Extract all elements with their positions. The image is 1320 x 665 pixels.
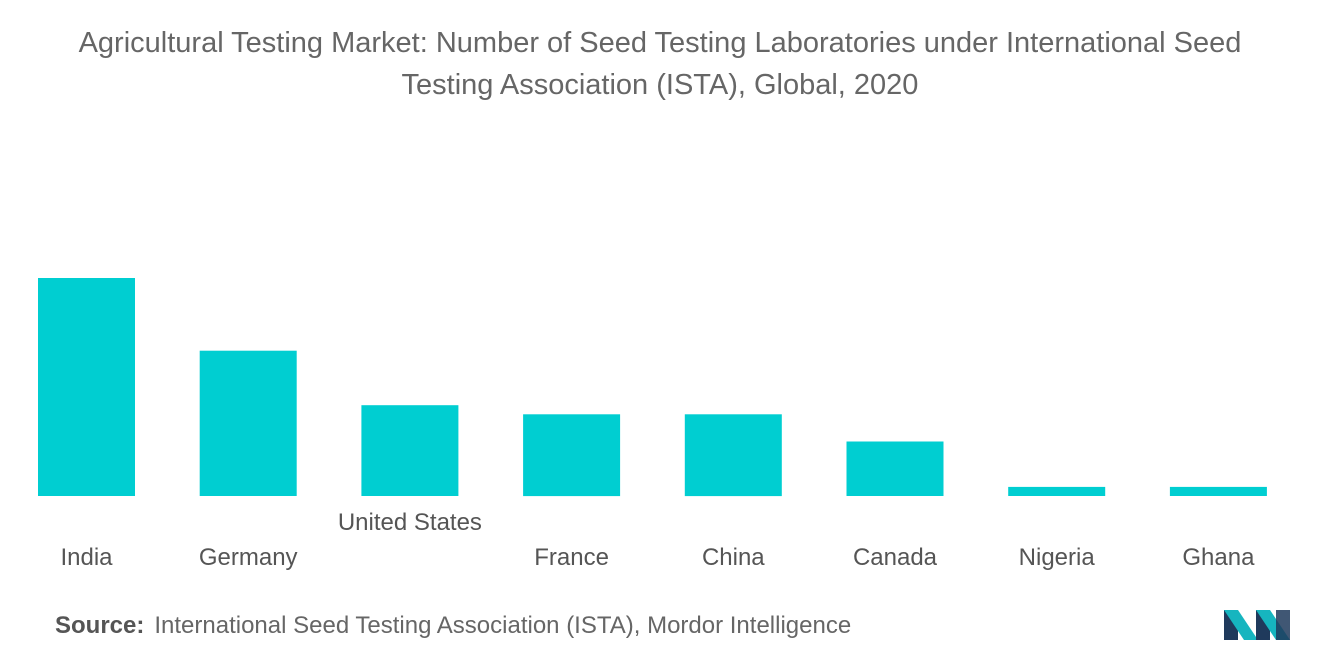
x-tick-label: Ghana (1182, 544, 1255, 571)
bar-canada (846, 441, 944, 496)
mordor-intelligence-logo (1224, 610, 1290, 640)
x-tick-label: United States (338, 509, 482, 536)
x-tick-label: India (60, 544, 113, 571)
bar-united-states (361, 405, 459, 496)
x-tick-label: China (702, 544, 765, 571)
source-label: Source: (55, 612, 145, 639)
bar-china (684, 414, 782, 497)
x-tick-label: Nigeria (1019, 544, 1096, 571)
bar-india (38, 278, 135, 496)
x-tick-label: Germany (199, 544, 298, 571)
chart-title-line-2: Testing Association (ISTA), Global, 2020 (401, 69, 919, 101)
bar-nigeria (1008, 486, 1106, 496)
bar-france (523, 414, 621, 497)
source-note: Source: International Seed Testing Associ… (55, 612, 851, 640)
x-tick-label: Canada (853, 544, 938, 571)
bar-ghana (1169, 486, 1267, 496)
chart-title-line-1: Agricultural Testing Market: Number of S… (78, 27, 1242, 59)
bar-germany (199, 350, 297, 496)
source-text: International Seed Testing Association (… (154, 612, 852, 639)
chart-title: Agricultural Testing Market: Number of S… (0, 22, 1320, 106)
x-tick-label: France (534, 544, 609, 571)
